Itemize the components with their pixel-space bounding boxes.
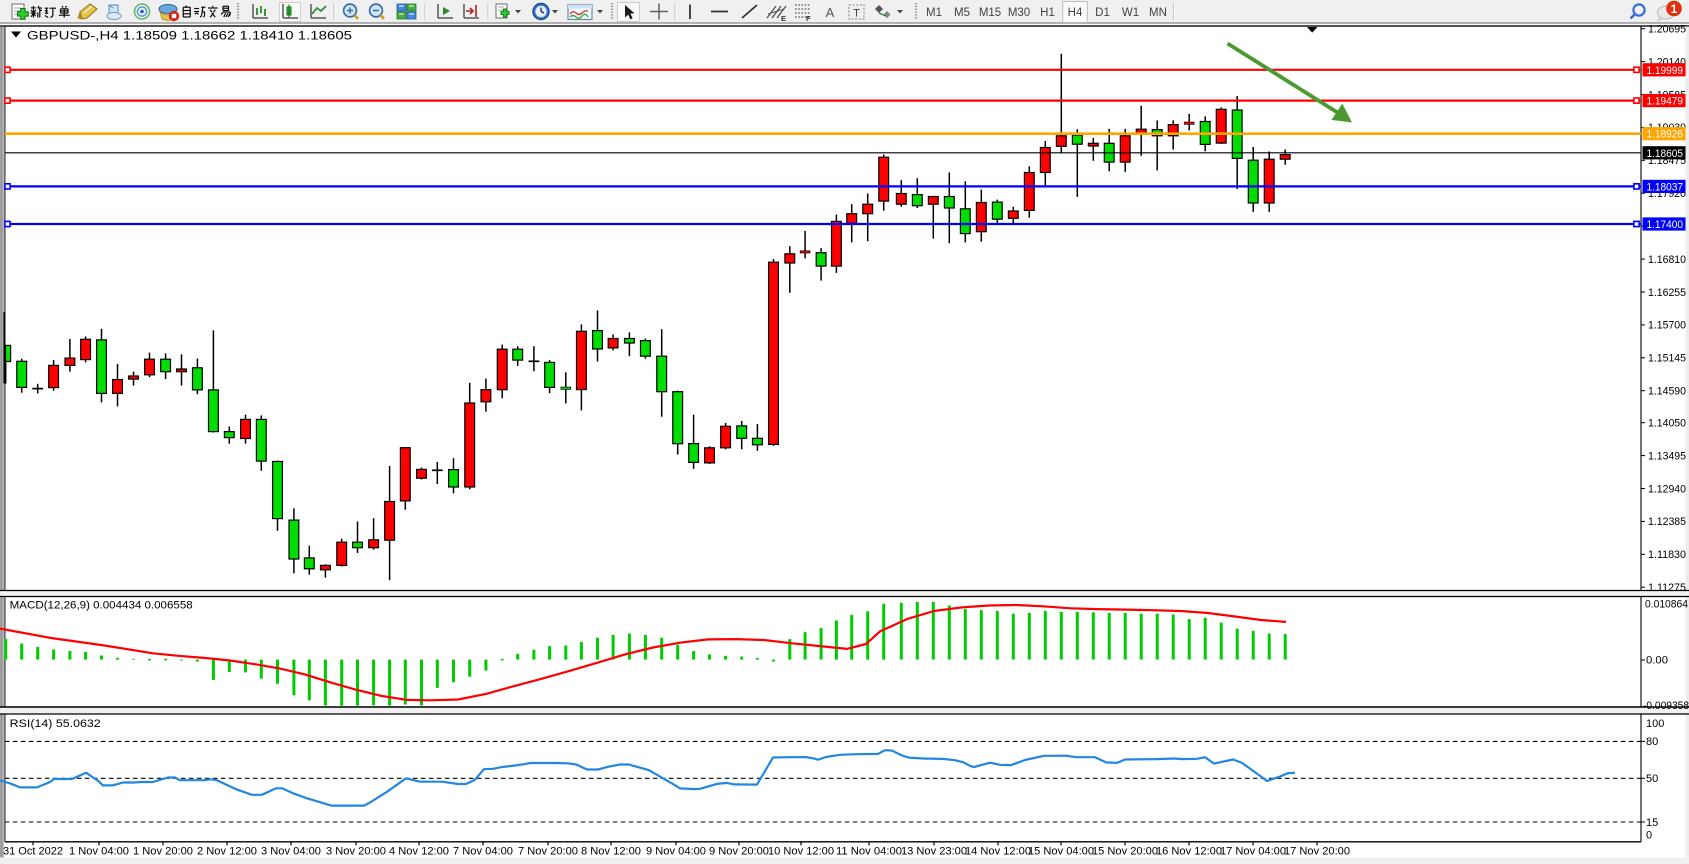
svg-text:GBPUSD-,H4 1.18509 1.18662 1.: GBPUSD-,H4 1.18509 1.18662 1.18410 1.186… [27,31,352,43]
svg-text:M30: M30 [1008,7,1030,19]
svg-text:W1: W1 [1122,7,1139,19]
svg-text:9 Nov 04:00: 9 Nov 04:00 [646,846,706,858]
svg-text:9 Nov 20:00: 9 Nov 20:00 [709,846,769,858]
svg-text:16 Nov 12:00: 16 Nov 12:00 [1156,846,1222,858]
svg-text:MACD(12,26,9) 0.004434 0.00655: MACD(12,26,9) 0.004434 0.006558 [10,600,193,612]
svg-text:1.18926: 1.18926 [1647,129,1684,141]
svg-text:0.00: 0.00 [1646,655,1668,667]
svg-text:31 Oct 2022: 31 Oct 2022 [3,846,63,858]
svg-text:1 Nov 20:00: 1 Nov 20:00 [133,846,193,858]
svg-text:100: 100 [1646,718,1664,730]
svg-text:13 Nov 23:00: 13 Nov 23:00 [901,846,967,858]
svg-text:1.12940: 1.12940 [1648,483,1686,495]
svg-text:11 Nov 04:00: 11 Nov 04:00 [836,846,902,858]
svg-text:0.010864: 0.010864 [1645,599,1688,611]
svg-text:M1: M1 [926,7,942,19]
svg-text:1.19999: 1.19999 [1647,65,1684,77]
svg-text:1.13495: 1.13495 [1648,450,1686,462]
svg-text:T: T [853,8,860,20]
svg-text:3 Nov 04:00: 3 Nov 04:00 [261,846,321,858]
svg-text:1.18605: 1.18605 [1647,148,1684,160]
svg-text:1.12385: 1.12385 [1648,516,1686,528]
svg-text:1.17400: 1.17400 [1647,219,1684,231]
svg-text:1.18037: 1.18037 [1647,181,1684,193]
svg-text:4 Nov 12:00: 4 Nov 12:00 [389,846,449,858]
svg-text:MN: MN [1149,7,1167,19]
svg-text:H4: H4 [1068,7,1083,19]
svg-text:8 Nov 12:00: 8 Nov 12:00 [581,846,641,858]
svg-text:H1: H1 [1040,7,1055,19]
svg-text:7 Nov 04:00: 7 Nov 04:00 [453,846,513,858]
svg-text:1.16810: 1.16810 [1648,254,1686,266]
svg-text:1.14050: 1.14050 [1648,418,1686,430]
svg-text:1.11275: 1.11275 [1648,582,1686,594]
svg-text:3 Nov 20:00: 3 Nov 20:00 [326,846,386,858]
svg-text:50: 50 [1646,773,1658,785]
svg-text:1.15145: 1.15145 [1648,353,1686,365]
svg-text:F: F [806,14,811,23]
svg-text:M15: M15 [979,7,1001,19]
svg-text:1: 1 [1671,2,1678,16]
svg-text:1.11830: 1.11830 [1648,549,1686,561]
svg-text:1.16255: 1.16255 [1648,287,1686,299]
svg-text:14 Nov 12:00: 14 Nov 12:00 [965,846,1031,858]
svg-text:17 Nov 04:00: 17 Nov 04:00 [1220,846,1286,858]
svg-text:0: 0 [1646,829,1652,841]
svg-text:7 Nov 20:00: 7 Nov 20:00 [518,846,578,858]
svg-text:17 Nov 20:00: 17 Nov 20:00 [1284,846,1350,858]
svg-text:D1: D1 [1095,7,1110,19]
svg-text:80: 80 [1646,736,1658,748]
svg-text:1.19479: 1.19479 [1647,96,1684,108]
svg-text:10 Nov 12:00: 10 Nov 12:00 [768,846,834,858]
svg-text:M5: M5 [954,7,970,19]
svg-text:RSI(14) 55.0632: RSI(14) 55.0632 [10,718,101,730]
svg-text:-0.009358: -0.009358 [1643,700,1689,712]
svg-text:1.20695: 1.20695 [1648,24,1686,36]
svg-text:E: E [781,14,786,23]
svg-text:2 Nov 12:00: 2 Nov 12:00 [197,846,257,858]
svg-text:15: 15 [1646,817,1658,829]
svg-text:1.14590: 1.14590 [1648,386,1686,398]
svg-text:A: A [826,5,835,20]
svg-text:1 Nov 04:00: 1 Nov 04:00 [69,846,129,858]
svg-text:15 Nov 20:00: 15 Nov 20:00 [1092,846,1158,858]
svg-text:1.15700: 1.15700 [1648,320,1686,332]
svg-text:15 Nov 04:00: 15 Nov 04:00 [1028,846,1094,858]
